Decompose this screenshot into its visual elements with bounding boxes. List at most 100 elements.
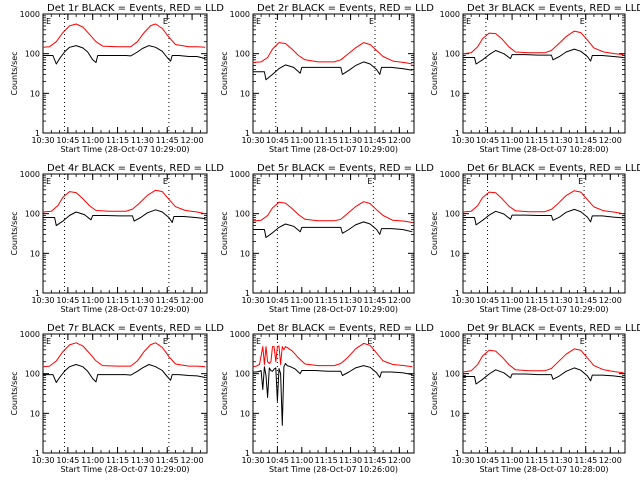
series-events-line (43, 364, 206, 383)
x-tick-label: 11:30 (550, 136, 573, 145)
series-events-line (43, 209, 206, 227)
y-tick-label: 100 (445, 370, 460, 379)
x-tick-label: 11:00 (501, 136, 524, 145)
plot-frame (462, 13, 626, 134)
y-tick-label: 1 (455, 449, 460, 458)
y-tick-label: 1 (35, 449, 40, 458)
corner-label-right: E (163, 177, 168, 186)
panel-8: Det 8r BLACK = Events, RED = LLD 1 10 100 10… (220, 323, 434, 474)
y-axis-label: Counts/sec (430, 51, 439, 95)
x-tick-label: 11:45 (574, 456, 597, 465)
panel-6: Det 6r BLACK = Events, RED = LLD 1 10 100 10… (430, 163, 640, 314)
y-tick-label: 1000 (230, 170, 250, 179)
x-tick-label: 11:45 (156, 136, 179, 145)
corner-label-right: E (163, 337, 168, 346)
panel-3: Det 3r BLACK = Events, RED = LLD 1 10 100 10… (430, 3, 640, 154)
x-tick-label: 12:00 (599, 296, 622, 305)
panel-7: Det 7r BLACK = Events, RED = LLD 1 10 100 10… (10, 323, 224, 474)
x-tick-label: 11:30 (131, 456, 154, 465)
series-lld-line (252, 201, 413, 223)
series-events-line (43, 45, 206, 65)
x-tick-label: 10:45 (476, 296, 499, 305)
y-tick-label: 10 (240, 409, 250, 418)
x-tick-label: 10:30 (451, 296, 474, 305)
x-tick-label: 10:45 (266, 296, 289, 305)
x-tick-label: 11:45 (363, 296, 386, 305)
y-tick-label: 1000 (20, 330, 40, 339)
x-tick-label: 11:15 (525, 456, 548, 465)
y-tick-label: 1000 (230, 10, 250, 19)
x-axis-label: Start Time (28-Oct-07 10:29:00) (60, 145, 189, 154)
x-axis-label: Start Time (28-Oct-07 10:29:00) (269, 145, 398, 154)
y-tick-label: 1000 (440, 10, 460, 19)
x-tick-label: 11:00 (81, 456, 104, 465)
y-axis-label: Counts/sec (430, 211, 439, 255)
x-tick-label: 10:30 (451, 456, 474, 465)
y-tick-label: 100 (445, 50, 460, 59)
x-tick-label: 11:15 (315, 456, 338, 465)
panel-2: Det 2r BLACK = Events, RED = LLD 1 10 100 10… (220, 3, 434, 154)
y-axis-label: Counts/sec (10, 211, 19, 255)
x-tick-label: 12:00 (181, 136, 204, 145)
y-tick-label: 10 (30, 409, 40, 418)
y-axis-label: Counts/sec (220, 371, 229, 415)
panel-9: Det 9r BLACK = Events, RED = LLD 1 10 100 10… (430, 323, 640, 474)
y-axis-label: Counts/sec (430, 371, 439, 415)
x-tick-label: 10:45 (266, 136, 289, 145)
y-tick-label: 100 (235, 50, 250, 59)
x-tick-label: 12:00 (599, 456, 622, 465)
y-tick-label: 1 (35, 129, 40, 138)
plot-frame (42, 333, 208, 454)
plot-frame (42, 13, 208, 134)
y-tick-label: 1 (35, 289, 40, 298)
x-tick-label: 10:45 (56, 456, 79, 465)
y-axis-label: Counts/sec (10, 51, 19, 95)
x-tick-label: 11:15 (315, 136, 338, 145)
y-tick-label: 1000 (440, 330, 460, 339)
y-tick-label: 1000 (440, 170, 460, 179)
x-tick-label: 10:45 (476, 136, 499, 145)
x-tick-label: 11:45 (156, 456, 179, 465)
corner-label-right: E (367, 177, 372, 186)
x-tick-label: 10:45 (266, 456, 289, 465)
y-tick-label: 100 (235, 210, 250, 219)
y-tick-label: 10 (30, 89, 40, 98)
y-tick-label: 1000 (20, 170, 40, 179)
y-tick-label: 1 (245, 449, 250, 458)
corner-label-left: E (466, 17, 471, 26)
panel-4: Det 4r BLACK = Events, RED = LLD 1 10 100 10… (10, 163, 224, 314)
x-tick-label: 12:00 (388, 456, 411, 465)
x-tick-label: 12:00 (181, 296, 204, 305)
y-tick-label: 1 (245, 289, 250, 298)
x-tick-label: 11:15 (315, 296, 338, 305)
x-tick-label: 10:45 (56, 296, 79, 305)
panel-title: Det 8r BLACK = Events, RED = LLD (257, 323, 434, 334)
x-tick-label: 11:30 (550, 296, 573, 305)
x-axis-label: Start Time (28-Oct-07 10:29:00) (60, 465, 189, 474)
x-tick-label: 11:30 (131, 296, 154, 305)
plot-frame (462, 333, 626, 454)
corner-label-right: E (580, 17, 585, 26)
panel-title: Det 4r BLACK = Events, RED = LLD (47, 163, 224, 174)
x-tick-label: 11:15 (106, 296, 129, 305)
x-tick-label: 10:45 (56, 136, 79, 145)
series-events-line (463, 367, 624, 385)
x-tick-label: 11:00 (290, 456, 313, 465)
x-tick-label: 11:15 (525, 296, 548, 305)
x-axis-label: Start Time (28-Oct-07 10:26:00) (269, 465, 398, 474)
x-axis-label: Start Time (28-Oct-07 10:29:00) (479, 305, 608, 314)
series-lld-line (252, 42, 413, 65)
x-tick-label: 11:00 (501, 296, 524, 305)
series-lld-line (462, 190, 624, 215)
y-axis-label: Counts/sec (220, 51, 229, 95)
x-tick-label: 11:30 (339, 136, 362, 145)
corner-label-left: E (256, 17, 261, 26)
y-tick-label: 100 (235, 370, 250, 379)
corner-label-right: E (369, 17, 374, 26)
series-lld-line (462, 30, 624, 56)
panel-title: Det 1r BLACK = Events, RED = LLD (47, 3, 224, 14)
corner-label-left: E (46, 337, 51, 346)
x-tick-label: 10:30 (31, 296, 54, 305)
y-tick-label: 1000 (230, 330, 250, 339)
